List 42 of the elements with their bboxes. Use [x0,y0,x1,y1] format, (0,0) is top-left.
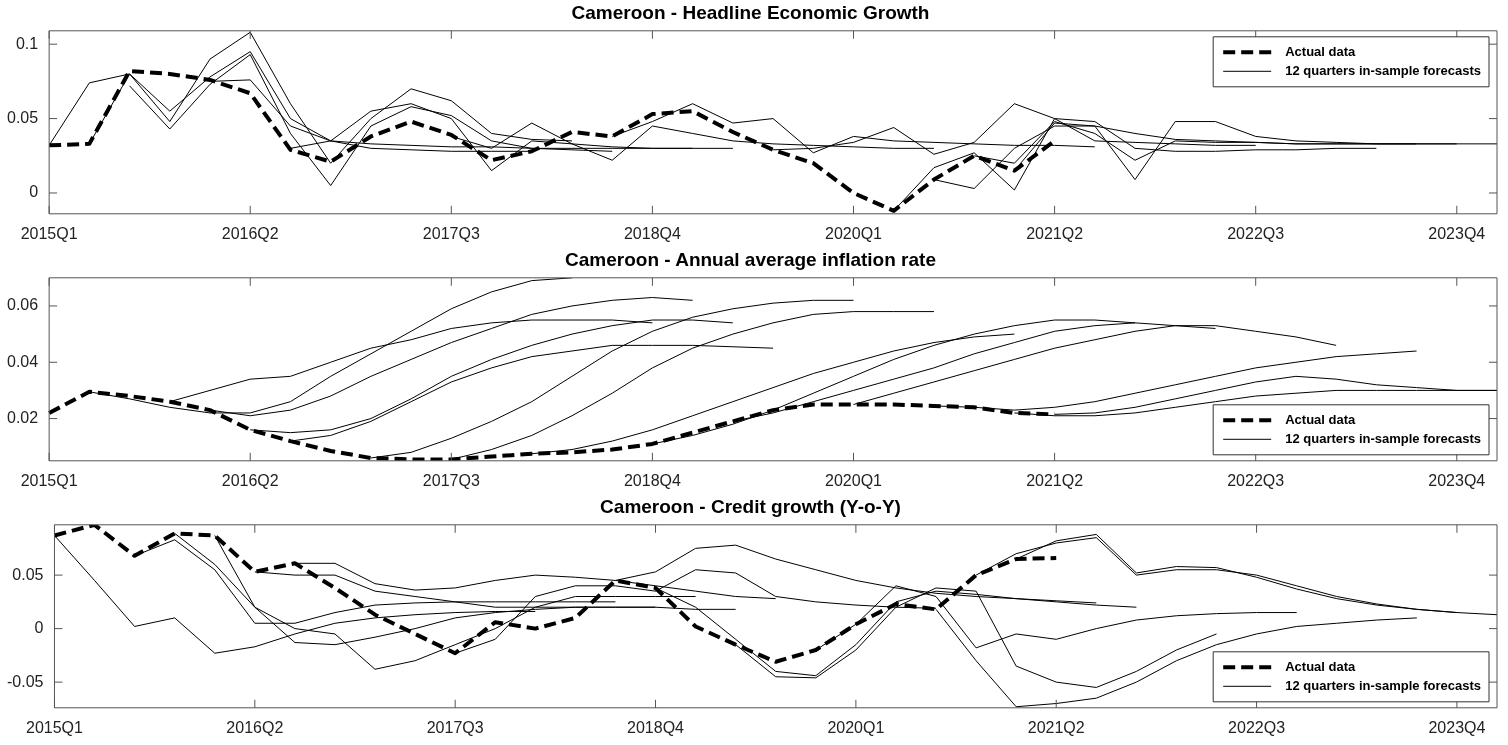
legend-label: 12 quarters in-sample forecasts [1285,430,1482,446]
x-tick-label: 2021Q2 [1026,224,1084,242]
y-tick-label: 0.06 [7,296,39,314]
x-tick-label: 2022Q3 [1228,718,1286,736]
y-tick-label: 0.1 [15,34,39,52]
y-tick-label: 0.02 [7,408,39,426]
x-tick-label: 2020Q1 [825,224,883,242]
x-tick-label: 2023Q4 [1428,471,1486,489]
y-tick-label: 0.04 [7,352,39,370]
x-tick-label: 2023Q4 [1428,718,1486,736]
legend-label: 12 quarters in-sample forecasts [1285,677,1482,693]
x-tick-label: 2022Q3 [1227,224,1285,242]
x-tick-label: 2018Q4 [623,224,681,242]
x-tick-label: 2022Q3 [1227,471,1285,489]
y-tick-label: 0.05 [12,565,44,583]
y-tick-label: -0.05 [7,672,44,690]
x-tick-label: 2017Q3 [422,224,480,242]
y-tick-label: 0.05 [7,108,39,126]
x-tick-label: 2016Q2 [221,224,279,242]
x-tick-label: 2023Q4 [1428,224,1486,242]
y-tick-label: 0 [29,183,39,201]
x-tick-label: 2018Q4 [623,471,681,489]
x-tick-label: 2017Q3 [422,471,480,489]
x-tick-label: 2016Q2 [221,471,279,489]
x-tick-label: 2020Q1 [825,471,883,489]
x-tick-label: 2015Q1 [26,718,84,736]
legend-label: Actual data [1285,411,1357,427]
legend-label: Actual data [1285,43,1357,59]
legend-label: Actual data [1285,658,1357,674]
legend-label: 12 quarters in-sample forecasts [1285,62,1482,78]
x-tick-label: 2018Q4 [627,718,685,736]
x-tick-label: 2015Q1 [20,471,78,489]
x-tick-label: 2020Q1 [827,718,885,736]
chart-title: Cameroon - Annual average inflation rate [565,248,936,270]
x-tick-label: 2021Q2 [1027,718,1085,736]
x-tick-label: 2021Q2 [1026,471,1084,489]
chart-title: Cameroon - Headline Economic Growth [571,1,930,23]
chart-title: Cameroon - Credit growth (Y-o-Y) [600,495,901,517]
x-tick-label: 2017Q3 [426,718,484,736]
x-tick-label: 2015Q1 [20,224,78,242]
x-tick-label: 2016Q2 [226,718,284,736]
y-tick-label: 0 [34,619,44,637]
